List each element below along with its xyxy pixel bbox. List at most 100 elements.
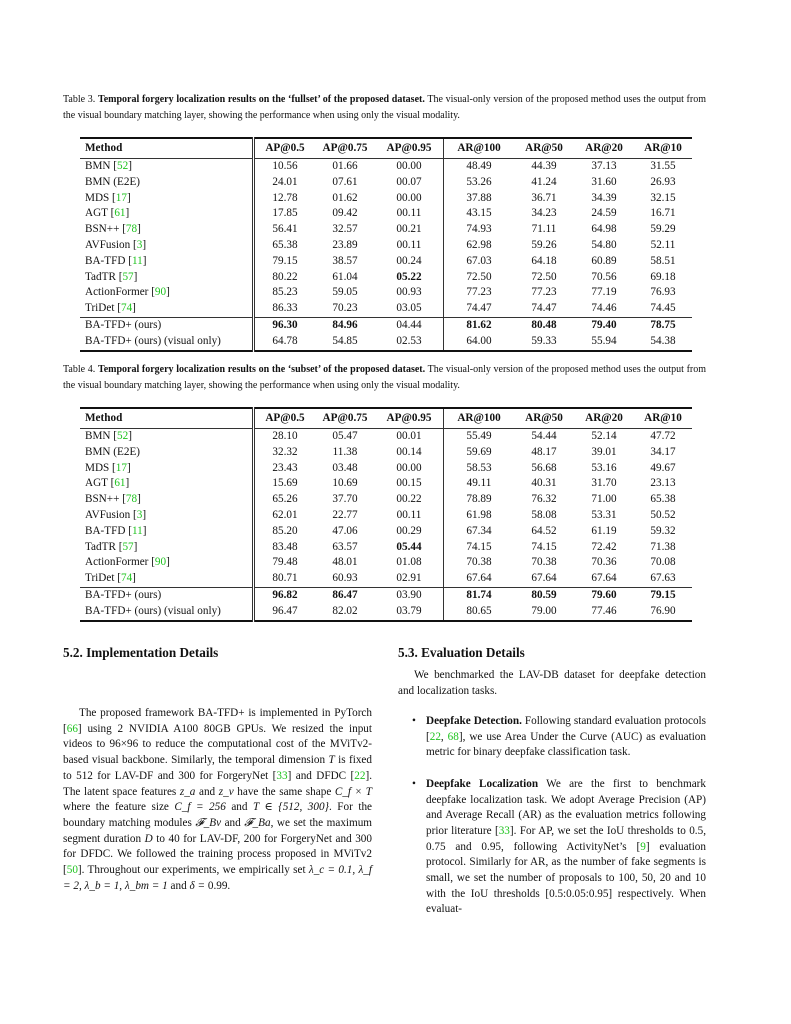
caption-label: Table 4. bbox=[63, 364, 96, 375]
value-cell: 17.85 bbox=[272, 207, 298, 220]
value-cell: 60.89 bbox=[591, 254, 617, 267]
value-cell: 72.50 bbox=[531, 270, 557, 283]
citation-link[interactable]: 78 bbox=[125, 493, 138, 506]
citation-link[interactable]: 57 bbox=[122, 540, 134, 553]
text-run: and bbox=[195, 785, 219, 798]
column-header: AP@0.95 bbox=[375, 138, 444, 159]
method-name: BSN++ bbox=[85, 223, 120, 236]
table-row: AVFusion [3] 65.38 23.89 00.11 62.98 59.26 54.… bbox=[80, 237, 692, 254]
value-cell: 67.63 bbox=[650, 572, 676, 585]
text-run: and bbox=[221, 816, 245, 829]
citation-link[interactable]: 61 bbox=[114, 477, 126, 490]
citation-link[interactable]: 52 bbox=[117, 160, 129, 172]
value-cell: 32.15 bbox=[650, 191, 676, 204]
citation-link[interactable]: 61 bbox=[114, 207, 126, 220]
column-header: AP@0.5 bbox=[265, 141, 305, 154]
value-cell: 00.24 bbox=[375, 253, 444, 270]
value-cell: 62.98 bbox=[466, 238, 492, 251]
method-cell: TadTR [57] bbox=[80, 539, 255, 556]
value-cell: 65.26 bbox=[272, 493, 298, 506]
citation-link[interactable]: 22 bbox=[429, 730, 441, 743]
citation-link[interactable]: 57 bbox=[122, 270, 134, 283]
citation-link[interactable]: 78 bbox=[125, 223, 138, 236]
citation-link[interactable]: 90 bbox=[154, 286, 167, 299]
citation-link[interactable]: 33 bbox=[498, 824, 510, 837]
value-cell: 64.98 bbox=[591, 223, 617, 236]
citation-link[interactable]: 66 bbox=[66, 722, 78, 735]
value-cell: 47.72 bbox=[650, 430, 676, 442]
text-run: and bbox=[167, 879, 190, 892]
citation-link[interactable]: 74 bbox=[120, 302, 133, 315]
value-cell: 56.41 bbox=[272, 223, 298, 236]
value-cell: 70.38 bbox=[531, 556, 557, 569]
bullet-title: Deepfake Localization bbox=[426, 777, 539, 790]
citation-link[interactable]: 11 bbox=[131, 524, 143, 537]
value-cell: 86.33 bbox=[272, 302, 298, 315]
value-cell: 44.39 bbox=[531, 160, 557, 172]
method-name: BMN bbox=[85, 160, 111, 172]
column-header: AR@50 bbox=[525, 141, 563, 154]
citation-link[interactable]: 17 bbox=[115, 461, 127, 474]
value-cell: 70.56 bbox=[591, 270, 617, 283]
value-cell: 38.57 bbox=[332, 254, 358, 267]
citation-link[interactable]: 17 bbox=[115, 191, 127, 204]
method-cell: BMN (E2E) bbox=[80, 444, 255, 461]
value-cell: 53.26 bbox=[466, 175, 492, 188]
citation-link[interactable]: 74 bbox=[120, 572, 133, 585]
value-cell: 03.79 bbox=[375, 603, 444, 621]
value-cell: 54.80 bbox=[591, 238, 617, 251]
value-cell: 41.24 bbox=[531, 175, 557, 188]
table-row: BA-TFD+ (ours) (visual only) 64.78 54.85 02… bbox=[80, 333, 692, 351]
method-name: TriDet bbox=[85, 302, 115, 315]
method-cell: AGT [61] bbox=[80, 476, 255, 493]
citation-link[interactable]: 90 bbox=[154, 556, 167, 569]
value-cell: 00.00 bbox=[375, 460, 444, 477]
value-cell: 53.16 bbox=[591, 461, 617, 474]
value-cell: 23.13 bbox=[650, 477, 676, 490]
method-cell: ActionFormer [90] bbox=[80, 285, 255, 302]
caption-text: The visual-only version of the proposed … bbox=[63, 94, 706, 121]
value-cell: 96.47 bbox=[272, 604, 298, 617]
text-run: , we set the maximum segment duration bbox=[63, 816, 373, 845]
column-header: AR@20 bbox=[585, 411, 623, 424]
value-cell: 65.38 bbox=[272, 238, 298, 251]
method-name: ActionFormer bbox=[85, 286, 149, 299]
method-cell: BA-TFD+ (ours) bbox=[80, 317, 255, 334]
value-cell: 71.11 bbox=[531, 223, 557, 236]
value-cell: 00.07 bbox=[375, 174, 444, 191]
value-cell: 00.14 bbox=[375, 444, 444, 461]
citation-link[interactable]: 22 bbox=[354, 769, 366, 782]
citation-link[interactable]: 3 bbox=[136, 238, 143, 251]
value-cell: 61.19 bbox=[591, 524, 617, 537]
bullet-title: Deepfake Detection. bbox=[426, 715, 522, 727]
value-cell: 40.31 bbox=[531, 477, 557, 490]
citation-link[interactable]: 33 bbox=[276, 769, 288, 782]
text-run: . For the boundary matching modules bbox=[63, 801, 373, 829]
citation-link[interactable]: 9 bbox=[640, 840, 646, 853]
citation-link[interactable]: 3 bbox=[136, 508, 143, 521]
value-cell: 58.53 bbox=[466, 461, 492, 474]
value-cell: 05.47 bbox=[332, 430, 358, 442]
value-cell: 60.93 bbox=[332, 572, 358, 585]
value-cell: 00.11 bbox=[375, 507, 444, 524]
table-row: AVFusion [3] 62.01 22.77 00.11 61.98 58.08 53.… bbox=[80, 507, 692, 524]
citation-link[interactable]: 52 bbox=[117, 430, 129, 442]
text-run: ]. For AP, we set the IoU thresholds to … bbox=[426, 824, 706, 853]
value-cell: 34.23 bbox=[531, 207, 557, 220]
method-name: ActionFormer bbox=[85, 556, 149, 569]
math-expression: 𝓕_Bv bbox=[195, 816, 222, 829]
value-cell: 70.23 bbox=[332, 302, 358, 315]
value-cell: 01.66 bbox=[332, 160, 358, 172]
value-cell: 74.15 bbox=[531, 540, 557, 553]
citation-link[interactable]: 68 bbox=[447, 730, 459, 743]
table-row: BMN [52] 10.56 01.66 00.00 48.49 44.39 37.13 31… bbox=[80, 158, 692, 175]
value-cell: 81.74 bbox=[466, 588, 492, 601]
value-cell: 00.11 bbox=[375, 206, 444, 223]
table-3-caption: Table 3. Temporal forgery localization r… bbox=[63, 92, 706, 123]
value-cell: 64.18 bbox=[531, 254, 557, 267]
value-cell: 26.93 bbox=[650, 175, 676, 188]
citation-link[interactable]: 11 bbox=[131, 254, 143, 267]
citation-link[interactable]: 50 bbox=[66, 864, 78, 877]
method-cell: BSN++ [78] bbox=[80, 222, 255, 238]
value-cell: 31.60 bbox=[591, 175, 617, 188]
